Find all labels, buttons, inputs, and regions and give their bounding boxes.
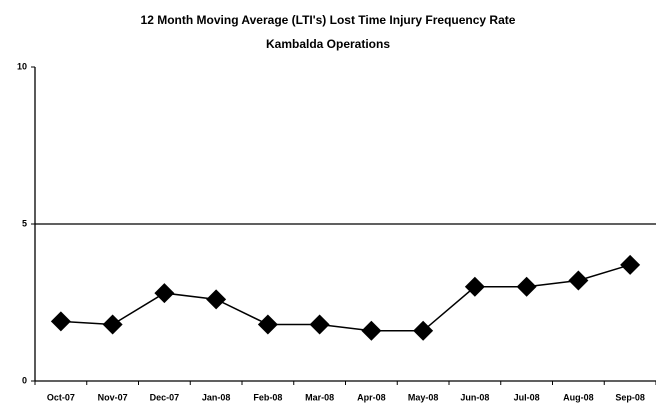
- marker: [102, 314, 123, 335]
- x-tick-label: Dec-07: [150, 392, 180, 402]
- marker: [361, 320, 382, 341]
- marker: [206, 289, 227, 310]
- x-tick-label: Feb-08: [253, 392, 282, 402]
- y-tick-label: 5: [22, 218, 27, 228]
- x-tick-label: Jul-08: [514, 392, 540, 402]
- x-tick-label: Sep-08: [615, 392, 645, 402]
- marker: [309, 314, 330, 335]
- x-tick-label: Mar-08: [305, 392, 334, 402]
- x-tick-label: Jun-08: [460, 392, 489, 402]
- x-tick-label: Oct-07: [47, 392, 75, 402]
- y-tick-label: 10: [17, 61, 27, 71]
- marker: [413, 320, 434, 341]
- x-tick-label: May-08: [408, 392, 439, 402]
- x-tick-label: Apr-08: [357, 392, 386, 402]
- marker: [50, 311, 71, 332]
- marker: [568, 270, 589, 291]
- marker: [154, 283, 175, 304]
- marker: [464, 276, 485, 297]
- x-tick-label: Aug-08: [563, 392, 594, 402]
- marker: [516, 276, 537, 297]
- chart-subtitle: Kambalda Operations: [266, 37, 390, 51]
- x-tick-label: Nov-07: [98, 392, 128, 402]
- marker: [620, 254, 641, 275]
- x-tick-label: Jan-08: [202, 392, 231, 402]
- line: [60, 264, 631, 332]
- marker: [257, 314, 278, 335]
- y-tick-label: 0: [22, 375, 27, 385]
- chart-title: 12 Month Moving Average (LTI's) Lost Tim…: [141, 13, 516, 27]
